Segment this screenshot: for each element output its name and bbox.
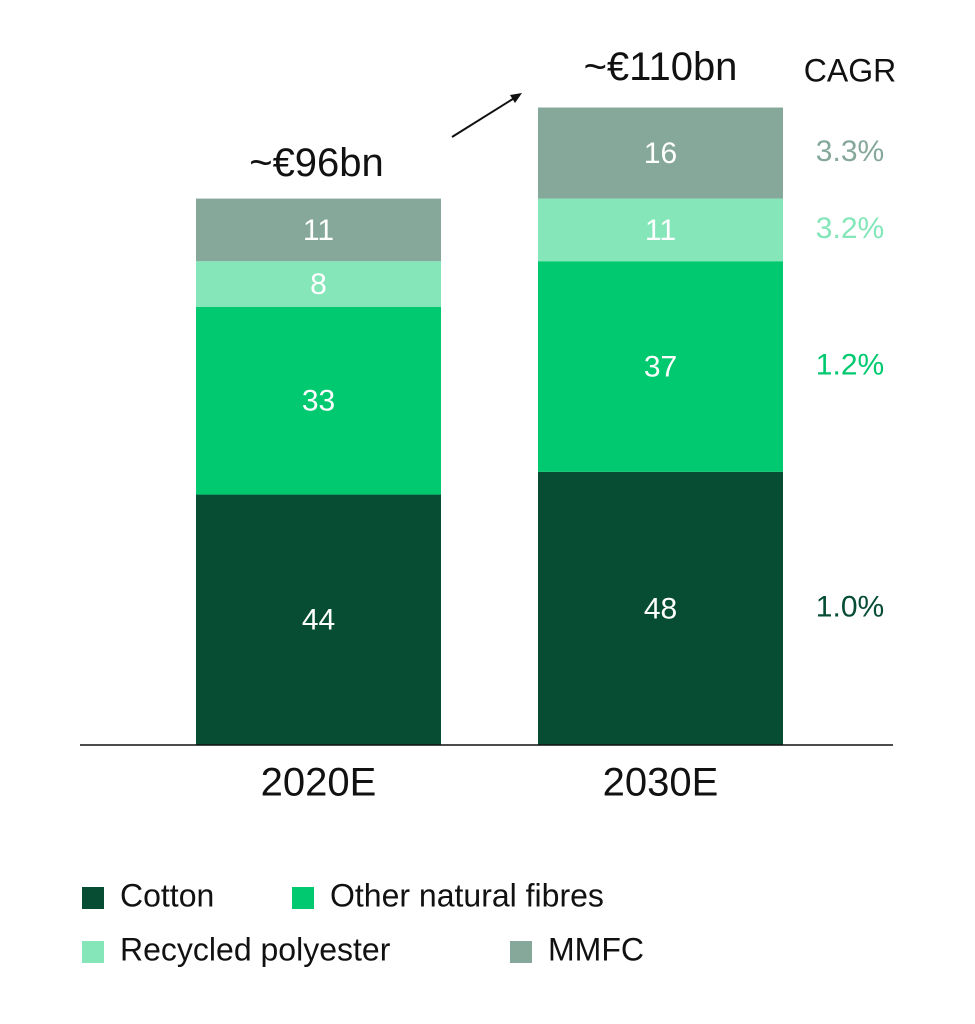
bar-segment: [196, 494, 441, 745]
legend-label: MMFC: [548, 931, 644, 967]
growth-arrow: [451, 96, 517, 138]
cagr-title: CAGR: [804, 52, 896, 88]
value-label: 44: [302, 604, 335, 637]
x-tick-label: 2020E: [261, 761, 377, 805]
bar-segment: [196, 306, 441, 495]
legend-label: Other natural fibres: [330, 877, 604, 913]
value-label: 11: [645, 214, 676, 247]
x-tick-label: 2030E: [603, 761, 719, 805]
legend-label: Recycled polyester: [120, 931, 391, 967]
bar-segment: [538, 261, 783, 472]
legend-swatch: [510, 941, 532, 963]
cagr-label: 3.2%: [816, 212, 884, 245]
cagr-label: 1.0%: [816, 590, 884, 623]
arrow-head: [510, 93, 522, 103]
value-label: 37: [644, 350, 677, 383]
bar-segment: [196, 261, 441, 307]
value-label: 16: [644, 137, 677, 170]
legend-swatch: [82, 941, 104, 963]
cagr-label: 1.2%: [816, 348, 884, 381]
bar-segment: [196, 198, 441, 262]
legend-swatch: [292, 887, 314, 909]
value-label: 48: [644, 592, 677, 625]
cagr-label: 3.3%: [816, 135, 884, 168]
bar-segment: [538, 198, 783, 262]
legend-swatch: [82, 887, 104, 909]
value-label: 8: [310, 268, 327, 301]
legend-label: Cotton: [120, 877, 214, 913]
value-label: 33: [302, 385, 335, 418]
bar-segment: [538, 471, 783, 745]
value-label: 11: [303, 214, 334, 247]
total-label: ~€110bn: [584, 45, 738, 89]
bar-segment: [538, 107, 783, 199]
total-label: ~€96bn: [249, 141, 384, 185]
